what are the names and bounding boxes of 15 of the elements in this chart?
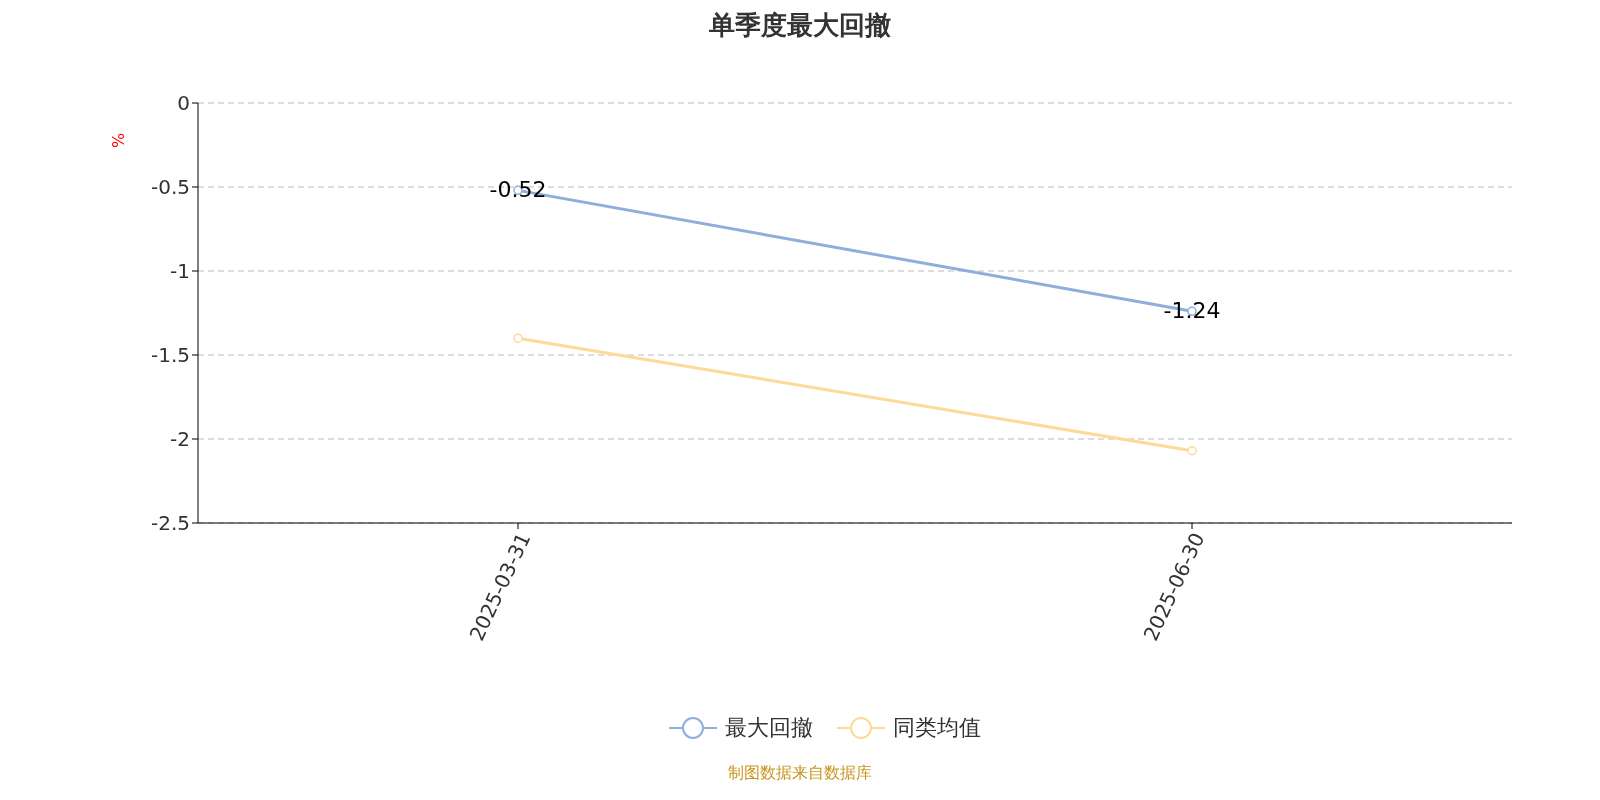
- chart-title: 单季度最大回撤: [708, 9, 892, 42]
- y-tick-label: -0.5: [150, 175, 190, 200]
- text: 制图数据来自数据库: [727, 763, 873, 784]
- legend-label: 同类均值: [893, 714, 981, 742]
- legend-label: 最大回撤: [725, 714, 813, 742]
- y-axis-title: %: [109, 132, 129, 148]
- point: [513, 333, 523, 343]
- y-tick-label: -1.5: [150, 343, 190, 368]
- y-tick-label: -1: [170, 259, 190, 284]
- data-label: -1.24: [1163, 298, 1221, 324]
- y-tick-label: -2: [170, 427, 190, 452]
- data-label: -0.52: [489, 177, 547, 203]
- y-tick-label: 0: [177, 91, 190, 116]
- point: [1187, 446, 1197, 456]
- y-tick-label: -2.5: [150, 511, 190, 536]
